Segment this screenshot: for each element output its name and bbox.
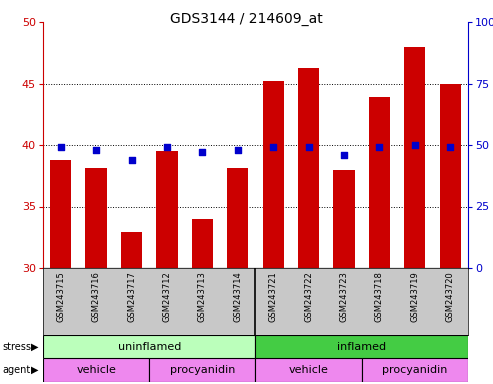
Bar: [263, 81, 284, 268]
Text: inflamed: inflamed: [337, 341, 387, 351]
Point: [128, 157, 136, 163]
Text: procyanidin: procyanidin: [382, 365, 448, 375]
Text: procyanidin: procyanidin: [170, 365, 235, 375]
Text: ▶: ▶: [31, 365, 38, 375]
Text: GSM243718: GSM243718: [375, 271, 384, 322]
Text: GSM243716: GSM243716: [92, 271, 101, 322]
Bar: [369, 97, 390, 268]
Point: [376, 144, 384, 151]
Text: GSM243714: GSM243714: [233, 271, 242, 322]
Text: vehicle: vehicle: [289, 365, 328, 375]
Text: GSM243717: GSM243717: [127, 271, 136, 322]
Point: [163, 144, 171, 151]
Point: [269, 144, 277, 151]
Bar: [440, 83, 461, 268]
Text: GSM243719: GSM243719: [410, 271, 420, 322]
Point: [57, 144, 65, 151]
Bar: [362, 358, 468, 382]
Text: uninflamed: uninflamed: [117, 341, 181, 351]
Text: GSM243723: GSM243723: [340, 271, 349, 322]
Bar: [85, 168, 107, 268]
Point: [234, 147, 242, 153]
Bar: [333, 170, 354, 268]
Bar: [149, 358, 255, 382]
Point: [305, 144, 313, 151]
Text: GSM243712: GSM243712: [163, 271, 172, 322]
Bar: [255, 335, 468, 358]
Text: stress: stress: [2, 341, 32, 351]
Text: GSM243722: GSM243722: [304, 271, 313, 322]
Text: GSM243713: GSM243713: [198, 271, 207, 322]
Bar: [255, 358, 362, 382]
Bar: [43, 335, 255, 358]
Point: [340, 152, 348, 158]
Point: [411, 142, 419, 148]
Bar: [156, 151, 177, 268]
Point: [198, 149, 206, 156]
Point: [92, 147, 100, 153]
Text: GSM243720: GSM243720: [446, 271, 455, 322]
Bar: [121, 232, 142, 268]
Bar: [227, 168, 248, 268]
Bar: [404, 46, 425, 268]
Text: GSM243721: GSM243721: [269, 271, 278, 322]
Text: ▶: ▶: [31, 341, 38, 351]
Bar: [43, 358, 149, 382]
Text: vehicle: vehicle: [76, 365, 116, 375]
Text: GDS3144 / 214609_at: GDS3144 / 214609_at: [170, 12, 323, 25]
Bar: [192, 219, 213, 268]
Bar: [50, 160, 71, 268]
Point: [446, 144, 454, 151]
Text: agent: agent: [2, 365, 31, 375]
Bar: [298, 68, 319, 268]
Text: GSM243715: GSM243715: [56, 271, 65, 322]
